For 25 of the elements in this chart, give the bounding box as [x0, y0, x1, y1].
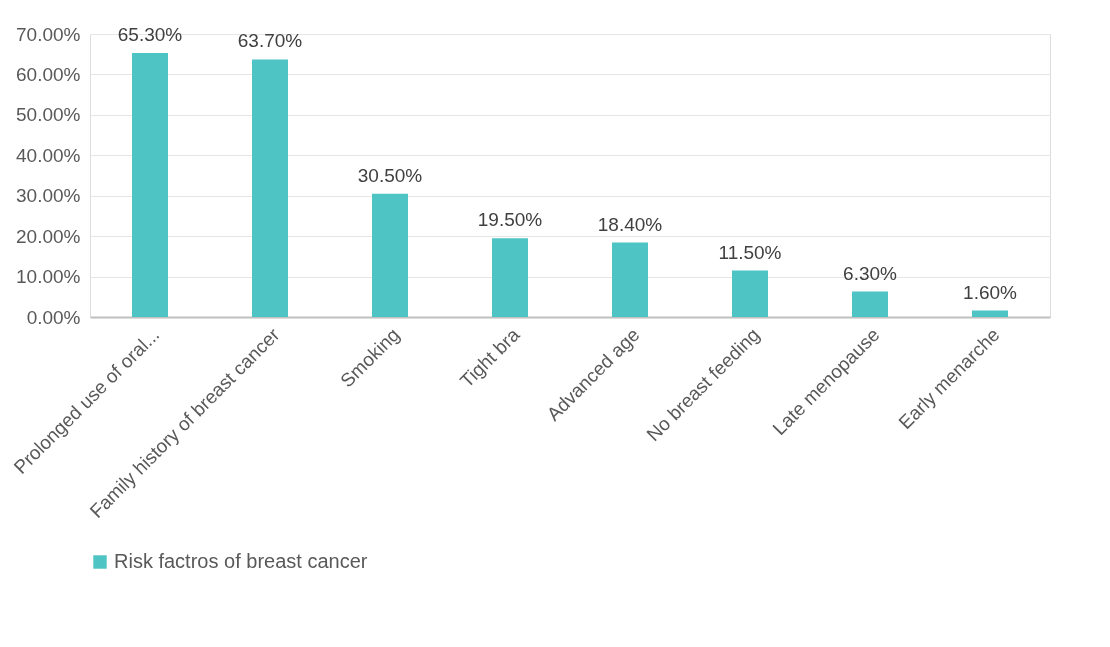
bar [612, 242, 648, 317]
y-tick-label: 40.00% [16, 144, 81, 166]
bar [252, 59, 288, 317]
y-tick-label: 0.00% [26, 306, 81, 328]
data-label: 11.50% [718, 241, 782, 263]
y-tick-label: 70.00% [16, 23, 81, 45]
legend-label: Risk factros of breast cancer [114, 550, 368, 572]
y-tick-label: 60.00% [16, 63, 81, 85]
bar [492, 238, 528, 317]
data-label: 1.60% [963, 281, 1018, 303]
data-label: 30.50% [357, 164, 423, 186]
bar [372, 193, 408, 317]
data-label: 6.30% [843, 262, 898, 284]
bar [972, 310, 1008, 317]
y-tick-label: 30.00% [16, 185, 81, 207]
y-tick-label: 50.00% [16, 104, 81, 126]
data-label: 19.50% [477, 209, 543, 231]
bar [732, 270, 768, 317]
bar [132, 53, 168, 317]
bar [852, 291, 888, 317]
data-label: 18.40% [597, 213, 663, 235]
data-label: 65.30% [117, 24, 183, 45]
y-tick-label: 10.00% [16, 266, 81, 288]
y-tick-label: 20.00% [16, 225, 81, 247]
data-label: 63.70% [237, 30, 303, 52]
